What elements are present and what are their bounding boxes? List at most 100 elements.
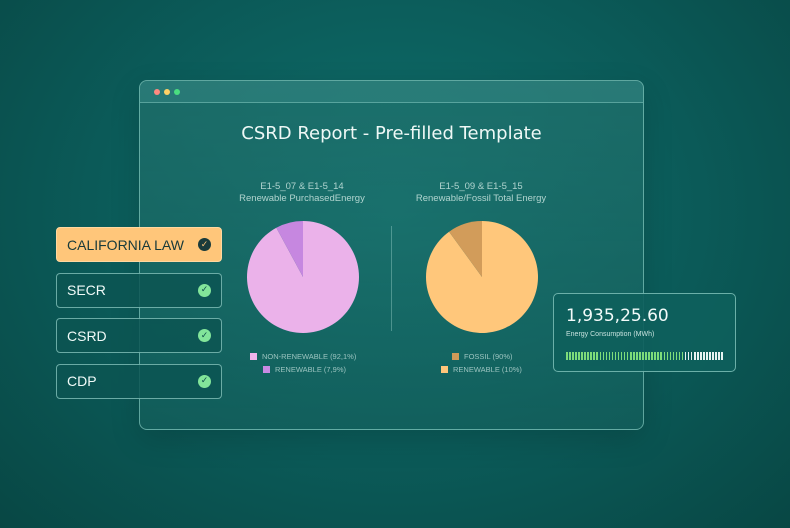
legend-label: FOSSIL (90%) xyxy=(464,352,513,361)
progress-tick xyxy=(706,352,708,360)
progress-tick xyxy=(648,352,650,360)
progress-tick xyxy=(569,352,571,360)
tag-label: CSRD xyxy=(67,327,107,344)
progress-tick xyxy=(654,352,656,360)
progress-tick xyxy=(620,352,623,360)
progress-tick xyxy=(657,352,659,360)
progress-tick xyxy=(584,352,586,360)
legend-swatch xyxy=(452,353,459,360)
chart-subtitle: Renewable/Fossil Total Energy xyxy=(415,193,547,204)
progress-tick xyxy=(629,352,632,360)
legend-renewable-fossil: FOSSIL (90%) RENEWABLE (10%) xyxy=(441,350,522,376)
progress-tick xyxy=(681,352,684,360)
chart-renewable-purchased: E1-5_07 & E1-5_14 Renewable PurchasedEne… xyxy=(202,181,402,205)
progress-tick xyxy=(684,352,687,360)
progress-tick xyxy=(678,352,681,360)
progress-tick xyxy=(718,352,720,360)
progress-tick xyxy=(651,352,653,360)
progress-tick xyxy=(721,352,723,360)
legend-item: NON-RENEWABLE (92,1%) xyxy=(250,350,356,363)
legend-label: RENEWABLE (7,9%) xyxy=(275,365,346,374)
progress-tick xyxy=(575,352,577,360)
tag-secr[interactable]: SECR ✓ xyxy=(56,272,222,308)
progress-tick xyxy=(593,352,595,360)
progress-tick xyxy=(590,352,592,360)
progress-tick xyxy=(712,352,714,360)
progress-tick xyxy=(602,352,605,360)
chart-code: E1-5_07 & E1-5_14 xyxy=(260,181,344,192)
metric-value: 1,935,25.60 xyxy=(566,306,669,326)
progress-tick xyxy=(669,352,672,360)
energy-metric-card: 1,935,25.60 Energy Consumption (MWh) xyxy=(553,293,736,372)
pie-slice-renewable xyxy=(276,221,303,277)
progress-tick xyxy=(663,352,666,360)
legend-swatch xyxy=(263,366,270,373)
progress-tick xyxy=(578,352,580,360)
progress-tick xyxy=(617,352,620,360)
legend-swatch xyxy=(441,366,448,373)
legend-swatch xyxy=(250,353,257,360)
tag-csrd[interactable]: CSRD ✓ xyxy=(56,318,222,353)
progress-tick xyxy=(636,352,638,360)
legend-item: FOSSIL (90%) xyxy=(452,350,522,363)
tag-california-law[interactable]: CALIFORNIA LAW ✓ xyxy=(56,227,222,262)
window-titlebar xyxy=(140,81,643,103)
progress-tick xyxy=(675,352,678,360)
chart-divider xyxy=(391,226,392,331)
progress-tick xyxy=(693,352,696,360)
progress-tick xyxy=(666,352,669,360)
progress-tick xyxy=(709,352,711,360)
progress-tick xyxy=(700,352,702,360)
minimize-dot[interactable] xyxy=(164,88,170,95)
progress-tick xyxy=(690,352,693,360)
progress-tick xyxy=(596,352,599,360)
check-icon: ✓ xyxy=(198,238,211,251)
progress-tick xyxy=(605,352,608,360)
progress-tick xyxy=(645,352,647,360)
metric-label: Energy Consumption (MWh) xyxy=(566,331,655,338)
pie-chart-renewable-fossil xyxy=(426,221,538,333)
progress-tick xyxy=(608,352,611,360)
progress-tick xyxy=(660,352,662,360)
energy-progress-bar xyxy=(566,352,723,360)
check-icon: ✓ xyxy=(198,374,211,388)
progress-tick xyxy=(587,352,589,360)
progress-tick xyxy=(614,352,617,360)
progress-tick xyxy=(633,352,635,360)
check-icon: ✓ xyxy=(198,283,211,297)
progress-tick xyxy=(626,352,629,360)
progress-tick xyxy=(611,352,614,360)
tag-cdp[interactable]: CDP ✓ xyxy=(56,363,222,399)
legend-label: RENEWABLE (10%) xyxy=(453,365,522,374)
tag-label: CDP xyxy=(67,373,97,389)
pie-slice-renewable xyxy=(449,221,482,277)
legend-item: RENEWABLE (7,9%) xyxy=(263,363,356,376)
progress-tick xyxy=(715,352,717,360)
chart-code: E1-5_09 & E1-5_15 xyxy=(439,181,523,192)
report-title: CSRD Report - Pre-filled Template xyxy=(241,123,542,144)
tag-label: CALIFORNIA LAW xyxy=(67,236,184,253)
report-window: CSRD Report - Pre-filled Template E1-5_0… xyxy=(139,80,644,430)
maximize-dot[interactable] xyxy=(174,88,180,95)
chart-renewable-fossil: E1-5_09 & E1-5_15 Renewable/Fossil Total… xyxy=(381,181,581,205)
progress-tick xyxy=(642,352,644,360)
check-icon: ✓ xyxy=(198,329,211,342)
legend-label: NON-RENEWABLE (92,1%) xyxy=(262,352,357,361)
pie-chart-renewable-purchased xyxy=(247,221,359,333)
close-dot[interactable] xyxy=(154,88,160,95)
progress-tick xyxy=(572,352,574,360)
progress-tick xyxy=(703,352,705,360)
progress-tick xyxy=(672,352,675,360)
progress-tick xyxy=(566,352,568,360)
progress-tick xyxy=(697,352,699,360)
regulation-tags: CALIFORNIA LAW ✓ SECR ✓ CSRD ✓ CDP ✓ xyxy=(56,227,222,409)
tag-label: SECR xyxy=(67,282,106,298)
progress-tick xyxy=(639,352,641,360)
progress-tick xyxy=(623,352,626,360)
legend-item: RENEWABLE (10%) xyxy=(441,363,522,376)
chart-subtitle: Renewable PurchasedEnergy xyxy=(239,193,365,204)
progress-tick xyxy=(581,352,583,360)
progress-tick xyxy=(687,352,690,360)
progress-tick xyxy=(599,352,602,360)
legend-renewable-purchased: NON-RENEWABLE (92,1%) RENEWABLE (7,9%) xyxy=(250,350,356,376)
